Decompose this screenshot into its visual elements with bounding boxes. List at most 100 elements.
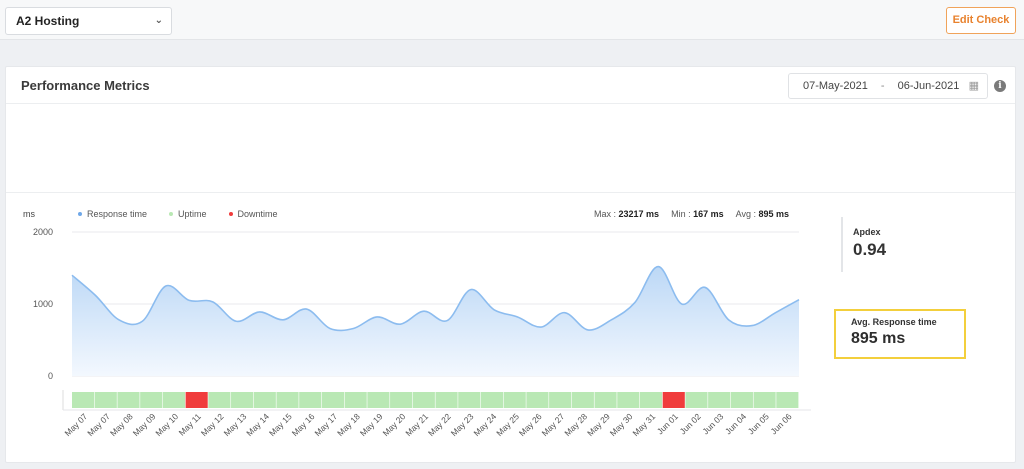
x-tick-label: May 07 (85, 411, 112, 438)
performance-metrics-card: Performance Metrics 07-May-2021 - 06-Jun… (5, 66, 1016, 463)
stat-min: Min : 167 ms (671, 209, 724, 219)
uptime-segment (708, 392, 731, 408)
uptime-segment (94, 392, 117, 408)
x-tick-label: May 26 (517, 411, 544, 438)
uptime-segment (140, 392, 163, 408)
apdex-value: 0.94 (853, 240, 887, 259)
stat-avg-value: 895 ms (758, 209, 790, 219)
x-tick-label: May 12 (199, 411, 226, 438)
avg-response-label: Avg. Response time (851, 317, 937, 327)
legend-item-downtime[interactable]: Downtime (228, 209, 278, 219)
x-tick-label: May 16 (290, 411, 317, 438)
x-tick-label: May 20 (381, 411, 408, 438)
units-label: ms (23, 209, 35, 219)
x-tick-label: May 18 (335, 411, 362, 438)
apdex-label: Apdex (853, 227, 881, 237)
site-select-value: A2 Hosting (16, 14, 80, 28)
uptime-segment (231, 392, 254, 408)
card-title: Performance Metrics (21, 78, 150, 93)
uptime-segment (753, 392, 776, 408)
legend-label: Uptime (178, 209, 207, 219)
legend-item-uptime[interactable]: Uptime (169, 209, 207, 219)
edit-check-button[interactable]: Edit Check (946, 7, 1016, 34)
x-tick-label: May 19 (358, 411, 385, 438)
uptime-segment (299, 392, 322, 408)
stat-min-label: Min : (671, 209, 691, 219)
x-tick-label: Jun 06 (768, 411, 793, 436)
info-icon[interactable]: i (994, 80, 1006, 92)
x-tick-label: May 11 (177, 411, 204, 438)
chevron-down-icon: ⌄ (154, 15, 163, 26)
stat-max-label: Max : (594, 209, 617, 219)
x-tick-label: May 25 (494, 411, 521, 438)
x-tick-label: May 23 (449, 411, 476, 438)
uptime-segment (776, 392, 799, 408)
x-tick-label: Jun 02 (678, 411, 703, 436)
x-tick-label: May 15 (267, 411, 294, 438)
header-divider (6, 103, 1015, 104)
uptime-segment (208, 392, 231, 408)
legend-item-response-time[interactable]: Response time (78, 209, 147, 219)
chart-stats: Max : 23217 ms Min : 167 ms Avg : 895 ms (594, 209, 789, 219)
y-tick-label: 0 (48, 371, 53, 381)
date-range-picker[interactable]: 07-May-2021 - 06-Jun-2021 ▦ (788, 73, 988, 99)
uptime-segment (526, 392, 549, 408)
uptime-segment (571, 392, 594, 408)
x-tick-label: May 24 (471, 411, 498, 438)
stat-max: Max : 23217 ms (594, 209, 659, 219)
uptime-segment (549, 392, 572, 408)
uptime-segment (162, 392, 185, 408)
date-range-end: 06-Jun-2021 (897, 80, 960, 92)
uptime-segment (617, 392, 640, 408)
x-tick-label: Jun 04 (723, 411, 748, 436)
site-select[interactable]: A2 Hosting ⌄ (5, 7, 172, 35)
x-tick-label: May 22 (426, 411, 453, 438)
response-time-line (71, 265, 800, 332)
stat-avg-label: Avg : (735, 209, 756, 219)
x-tick-label: May 21 (403, 411, 430, 438)
uptime-segment (594, 392, 617, 408)
calendar-icon: ▦ (968, 80, 979, 92)
response-time-area (72, 266, 799, 376)
uptime-segment (276, 392, 299, 408)
x-tick-label: Jun 05 (746, 411, 771, 436)
uptime-segment (685, 392, 708, 408)
x-tick-label: May 10 (153, 411, 180, 438)
x-tick-label: May 29 (585, 411, 612, 438)
stat-max-value: 23217 ms (618, 209, 660, 219)
apdex-panel: Apdex 0.94 (841, 217, 921, 272)
x-tick-label: Jun 01 (655, 411, 680, 436)
stat-min-value: 167 ms (693, 209, 724, 219)
uptime-segment (435, 392, 458, 408)
x-tick-label: May 30 (608, 411, 635, 438)
avg-response-value: 895 ms (851, 330, 906, 347)
x-tick-label: May 28 (562, 411, 589, 438)
y-tick-label: 1000 (33, 299, 53, 309)
x-tick-label: May 17 (312, 411, 339, 438)
uptime-segment (480, 392, 504, 408)
uptime-segment (458, 392, 481, 408)
uptime-segment (253, 392, 276, 408)
uptime-segment (639, 392, 663, 408)
date-range-separator: - (880, 80, 885, 92)
x-tick-label: May 07 (63, 411, 90, 438)
x-tick-label: Jun 03 (700, 411, 725, 436)
uptime-segment (730, 392, 753, 408)
uptime-segment (72, 392, 95, 408)
x-tick-label: May 09 (131, 411, 158, 438)
legend-dot-icon (78, 212, 82, 216)
avg-response-panel: Avg. Response time 895 ms (834, 309, 966, 359)
downtime-segment (662, 392, 685, 408)
legend-dot-icon (228, 212, 233, 216)
x-tick-label: May 13 (222, 411, 249, 438)
stat-avg: Avg : 895 ms (736, 209, 789, 219)
uptime-segment (412, 392, 435, 408)
date-range-start: 07-May-2021 (803, 80, 868, 92)
uptime-segment (367, 392, 390, 408)
uptime-segment (503, 392, 526, 408)
chart-legend: Response time Uptime Downtime (78, 209, 278, 219)
x-tick-label: May 27 (540, 411, 567, 438)
y-tick-label: 2000 (33, 227, 53, 237)
uptime-segment (344, 392, 367, 408)
